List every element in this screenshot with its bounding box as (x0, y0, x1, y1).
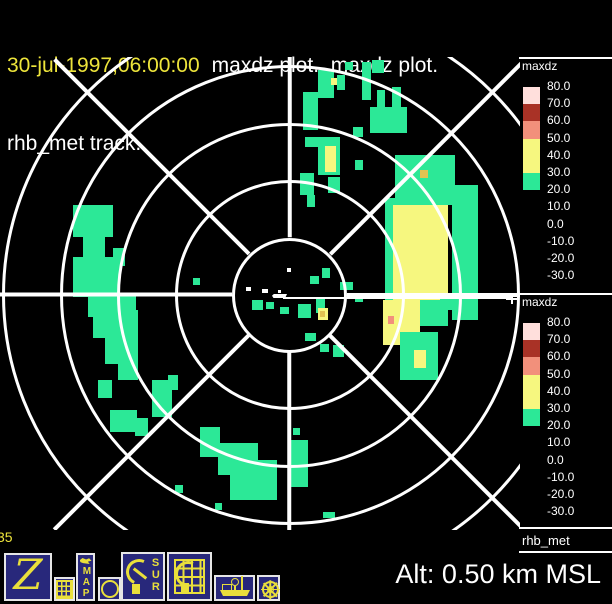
map-button[interactable]: MAP (76, 553, 95, 601)
grid-icon (174, 559, 205, 594)
circle-icon (100, 580, 119, 598)
colorbar-tick-label: -10.0 (547, 469, 575, 484)
azimuth-spoke (347, 293, 520, 297)
colorbar-title: maxdz (522, 295, 558, 309)
colorbar-tick-label: -30.0 (547, 268, 575, 283)
colorbar-swatch (523, 374, 540, 409)
colorbar-swatch (523, 104, 540, 122)
colorbar-tick-label: 10.0 (547, 199, 571, 214)
ship-marker-dot (278, 290, 281, 293)
colorbar-divider (519, 57, 612, 59)
azimuth-spoke (0, 293, 232, 297)
colorbar-tick-label: 60.0 (547, 113, 571, 128)
ship-marker-hull (272, 294, 287, 298)
colorbar-swatch (523, 409, 540, 427)
colorbar-swatch (523, 340, 540, 358)
position-cross-marker (506, 293, 517, 304)
radar-plot-area[interactable] (0, 57, 520, 530)
colorbar-tick-label: -30.0 (547, 504, 575, 519)
track-panel-divider-top (519, 527, 612, 529)
grid-overlay-button[interactable] (54, 577, 75, 601)
colorbar-swatch (523, 173, 540, 191)
colorbar-tick-label: 20.0 (547, 182, 571, 197)
colorbar-swatch (523, 357, 540, 375)
ship-marker (271, 290, 289, 299)
track-panel-label: rhb_met (522, 533, 570, 548)
colorbar-tick-label: 0.0 (547, 452, 564, 467)
map-button-label: MAP (82, 566, 92, 599)
track-panel-divider-bottom (519, 551, 612, 553)
colorbar-swatch (523, 138, 540, 173)
colorbar-tick-label: 10.0 (547, 435, 571, 450)
grid-icon (56, 579, 73, 599)
colorbar-tick-label: -10.0 (547, 233, 575, 248)
map-icon (79, 558, 92, 564)
colorbar-tick-label: 30.0 (547, 165, 571, 179)
map-longitude-label: 35 (0, 529, 13, 545)
azimuth-spoke (287, 57, 292, 238)
ship-icon (220, 590, 250, 596)
wheel-icon (261, 580, 280, 599)
colorbar-tick-label: -20.0 (547, 251, 575, 265)
altitude-readout: Alt: 0.50 km MSL (395, 559, 601, 589)
ship-track-line (283, 297, 513, 299)
colorbar-tick-label: 70.0 (547, 332, 571, 347)
colorbar-tick-label: 30.0 (547, 401, 571, 415)
surveillance-radar-button[interactable]: SUR (121, 552, 165, 601)
colorbar-swatch (523, 323, 540, 341)
zeb-logo-icon: Z (13, 550, 43, 599)
colorbar-tick-label: 40.0 (547, 383, 571, 398)
colorbar-tick-label: 80.0 (547, 315, 571, 329)
radar-grid-button[interactable] (167, 552, 212, 601)
colorbar-swatch (523, 87, 540, 105)
colorbar-tick-label: 0.0 (547, 216, 564, 231)
colorbar-tick-label: 50.0 (547, 366, 571, 381)
zeb-logo-button[interactable]: Z (4, 553, 52, 601)
range-circle-button[interactable] (98, 577, 121, 601)
colorbar-tick-label: 70.0 (547, 96, 571, 111)
colorbar-tick-label: 20.0 (547, 418, 571, 433)
sur-button-label: SUR (151, 557, 160, 594)
ship-track-button[interactable] (214, 575, 255, 601)
colorbar-title: maxdz (522, 59, 558, 73)
colorbar-tick-label: 80.0 (547, 79, 571, 93)
colorbar-tick-label: 50.0 (547, 130, 571, 145)
ship-wheel-button[interactable] (257, 575, 280, 601)
azimuth-spoke (287, 352, 292, 530)
colorbar-swatch (523, 121, 540, 139)
colorbar-divider (519, 293, 612, 295)
colorbar-tick-label: 60.0 (547, 349, 571, 364)
colorbar-tick-label: -20.0 (547, 487, 575, 501)
colorbar-tick-label: 40.0 (547, 147, 571, 162)
